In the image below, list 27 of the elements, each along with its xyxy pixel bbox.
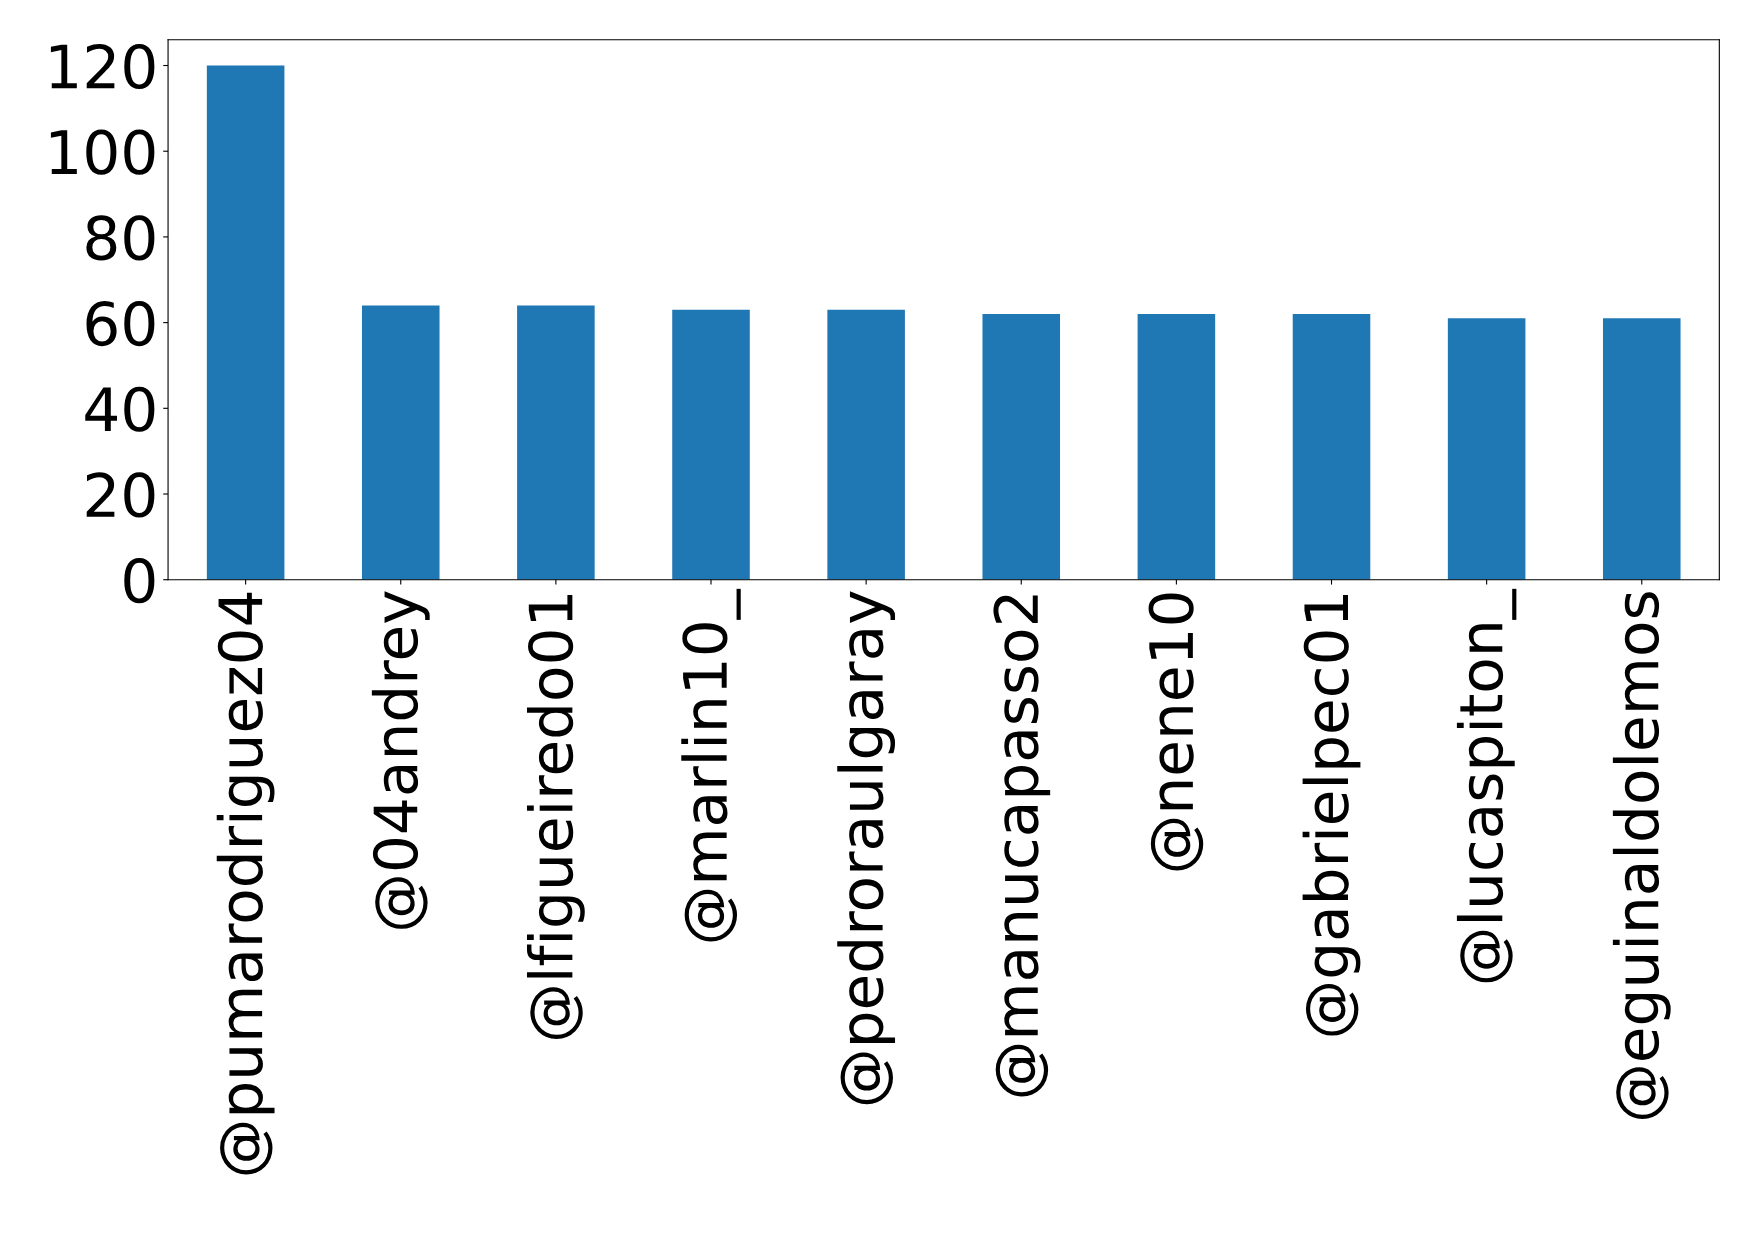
- bar: [1137, 314, 1216, 580]
- y-tick-label: 100: [50, 129, 155, 175]
- y-tick-label: 40: [85, 386, 155, 432]
- x-tick-label: @marlin10_: [681, 588, 741, 942]
- x-tick-label: @nene10: [1148, 593, 1204, 871]
- y-tick-label: 20: [86, 472, 155, 518]
- x-tick-label: @eguinaldolemos: [1612, 592, 1671, 1119]
- bar: [1447, 318, 1526, 580]
- bar: [827, 309, 905, 580]
- y-tick-label: 120: [50, 43, 155, 90]
- bar: [982, 314, 1061, 580]
- y-tick-label: 0: [124, 558, 155, 604]
- bar: [517, 305, 595, 580]
- y-tick-label: 80: [86, 215, 155, 261]
- x-tick-label: @lfigueiredo01: [526, 594, 585, 1039]
- x-tick-label: @04andrey: [371, 591, 430, 929]
- bar: [206, 65, 285, 580]
- bar: [672, 309, 750, 580]
- x-tick-label: @manucapasso2: [993, 595, 1051, 1097]
- x-tick-label: @lucaspiton_: [1456, 588, 1517, 983]
- x-tick-label: @gabrielpec01: [1302, 594, 1361, 1036]
- bar: [1292, 314, 1371, 580]
- x-tick-label: @pumarodriguez04: [216, 592, 275, 1175]
- bar: [1602, 318, 1681, 580]
- y-tick-label: 60: [86, 300, 155, 347]
- x-tick-label: @pedroraulgaray: [837, 591, 896, 1105]
- bar: [361, 305, 440, 580]
